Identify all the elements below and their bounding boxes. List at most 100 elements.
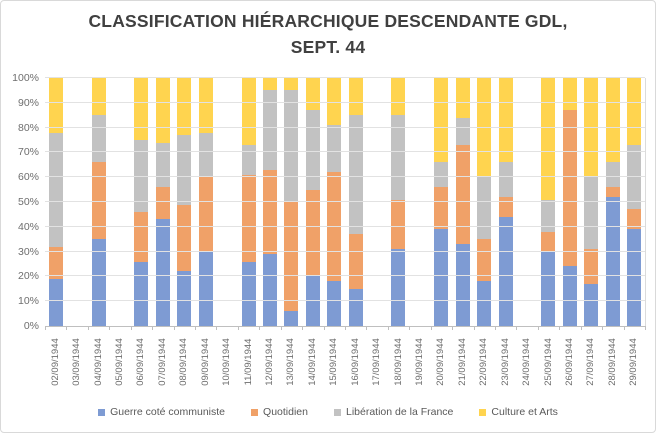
bar-segment bbox=[241, 174, 256, 262]
stacked-bar bbox=[584, 78, 599, 326]
x-axis-label: 16/09/1944 bbox=[349, 338, 361, 386]
stacked-bar bbox=[562, 78, 577, 326]
bar-segment bbox=[91, 115, 106, 163]
chart-title-line2: SEPT. 44 bbox=[290, 37, 366, 57]
bar-segment bbox=[348, 288, 363, 326]
bar-column bbox=[45, 78, 66, 326]
bar-segment bbox=[48, 278, 63, 326]
gridline-70 bbox=[45, 151, 645, 153]
x-axis-label: 27/09/1944 bbox=[585, 338, 597, 386]
legend-swatch bbox=[479, 408, 487, 416]
bar-segment bbox=[241, 78, 256, 145]
x-axis-tick bbox=[237, 326, 239, 330]
x-axis-label: 17/09/1944 bbox=[371, 338, 383, 386]
bar-segment bbox=[134, 261, 149, 326]
bar-segment bbox=[562, 110, 577, 267]
x-axis-tick bbox=[216, 326, 218, 330]
bar-column bbox=[216, 78, 237, 326]
bar-segment bbox=[177, 204, 192, 272]
x-axis-tick bbox=[366, 326, 368, 330]
x-axis-tick bbox=[495, 326, 496, 330]
bar-segment bbox=[262, 169, 277, 255]
x-axis-label: 06/09/1944 bbox=[135, 338, 147, 386]
bar-segment bbox=[584, 177, 599, 250]
legend-label: Quotidien bbox=[263, 406, 308, 418]
bar-column bbox=[66, 78, 87, 326]
legend-item: Guerre coté communiste bbox=[98, 406, 225, 418]
bar-segment bbox=[605, 197, 620, 326]
x-axis-label: 09/09/1944 bbox=[199, 338, 211, 386]
bar-segment bbox=[241, 261, 256, 326]
x-axis-label: 13/09/1944 bbox=[285, 338, 297, 386]
bar-segment bbox=[134, 78, 149, 141]
bar-segment bbox=[198, 251, 213, 326]
gridline-100 bbox=[45, 77, 645, 78]
gridline-80 bbox=[45, 126, 645, 128]
x-axis-label: 29/09/1944 bbox=[628, 338, 640, 386]
bar-segment bbox=[455, 117, 470, 145]
x-axis-label: 18/09/1944 bbox=[392, 338, 404, 386]
bar-column bbox=[388, 78, 409, 326]
stacked-bar bbox=[391, 78, 406, 326]
bar-segment bbox=[455, 244, 470, 326]
x-axis-label: 24/09/1944 bbox=[521, 338, 533, 386]
bar-column bbox=[366, 78, 387, 326]
stacked-bar bbox=[177, 78, 192, 326]
bar-segment bbox=[498, 78, 513, 163]
x-axis-label: 12/09/1944 bbox=[264, 338, 275, 386]
bar-column bbox=[302, 78, 323, 326]
x-axis-tick bbox=[195, 326, 196, 330]
x-axis-tick bbox=[623, 326, 625, 330]
y-axis-label: 10% bbox=[17, 295, 39, 308]
gridline-20 bbox=[45, 275, 645, 277]
y-axis-label: 70% bbox=[17, 146, 39, 159]
bar-segment bbox=[48, 246, 63, 279]
gridline-30 bbox=[45, 250, 645, 252]
x-axis-label: 02/09/1944 bbox=[49, 338, 61, 386]
bar-column bbox=[431, 78, 452, 326]
stacked-bar bbox=[284, 78, 299, 326]
bar-segment bbox=[391, 249, 406, 326]
bar-segment bbox=[198, 132, 213, 178]
gridline-40 bbox=[45, 225, 645, 227]
bar-segment bbox=[327, 281, 342, 326]
stacked-bar bbox=[541, 78, 556, 326]
bar-segment bbox=[434, 162, 449, 188]
bar-segment bbox=[155, 142, 170, 188]
y-axis-label: 90% bbox=[17, 96, 39, 109]
bar-segment bbox=[48, 132, 63, 247]
bar-column bbox=[538, 78, 559, 326]
x-axis-tick bbox=[152, 326, 154, 330]
legend: Guerre coté communiste Quotidien Libératio… bbox=[1, 402, 655, 422]
gridline-10 bbox=[45, 300, 645, 302]
x-axis-tick bbox=[345, 326, 346, 330]
bar-segment bbox=[284, 202, 299, 312]
x-axis-tick bbox=[559, 326, 561, 330]
stacked-bar bbox=[155, 78, 170, 326]
bar-segment bbox=[91, 239, 106, 326]
bar-segment bbox=[198, 78, 213, 133]
bar-segment bbox=[91, 78, 106, 116]
bar-segment bbox=[155, 219, 170, 326]
bar-column bbox=[259, 78, 280, 326]
x-axis-tick bbox=[645, 326, 646, 330]
bar-segment bbox=[434, 187, 449, 230]
bar-column bbox=[323, 78, 344, 326]
x-axis-tick bbox=[602, 326, 604, 330]
bar-column bbox=[559, 78, 580, 326]
bar-segment bbox=[241, 144, 256, 175]
bar-segment bbox=[155, 78, 170, 143]
x-axis-tick bbox=[387, 326, 389, 330]
bar-column bbox=[88, 78, 109, 326]
gridline-90 bbox=[45, 101, 645, 103]
stacked-bar bbox=[434, 78, 449, 326]
bar-segment bbox=[348, 115, 363, 235]
bar-segment bbox=[348, 78, 363, 116]
x-axis-label: 14/09/1944 bbox=[306, 338, 318, 386]
y-axis-label: 40% bbox=[17, 220, 39, 233]
bar-segment bbox=[305, 276, 320, 326]
bar-column bbox=[409, 78, 430, 326]
bar-segment bbox=[305, 78, 320, 111]
stacked-bar bbox=[198, 78, 213, 326]
